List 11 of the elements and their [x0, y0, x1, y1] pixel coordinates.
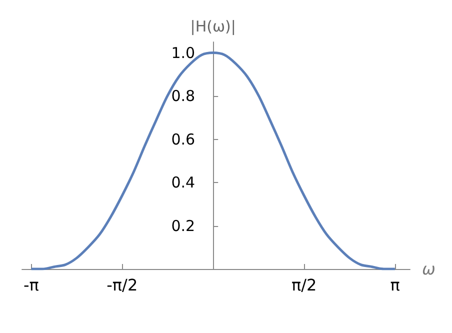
y-tick-label: 0.4: [171, 174, 196, 192]
y-tick-label: 0.2: [171, 216, 196, 235]
y-tick-label: 0.8: [171, 87, 196, 106]
x-tick-label: π: [390, 276, 400, 294]
x-tick-label: -π/2: [106, 276, 138, 294]
x-axis-title: ω: [422, 260, 436, 278]
y-tick-label: 1.0: [171, 44, 196, 62]
y-tick-label: 0.6: [171, 130, 196, 148]
y-axis-title: |H(ω)|: [190, 18, 236, 36]
x-tick-label: π/2: [291, 276, 317, 294]
x-tick-label: -π: [23, 276, 40, 294]
